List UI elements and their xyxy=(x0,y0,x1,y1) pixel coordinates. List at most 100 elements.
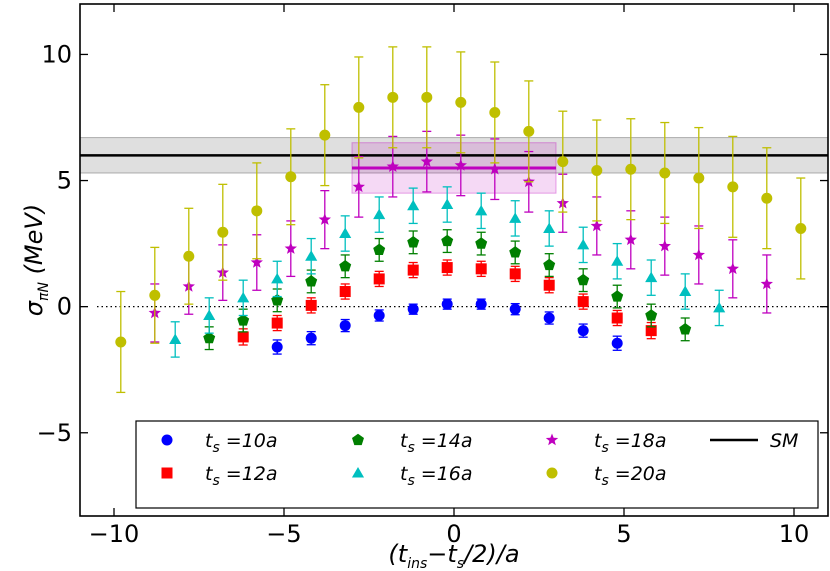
data-point xyxy=(407,303,419,315)
data-point xyxy=(659,167,671,179)
data-point xyxy=(237,291,250,303)
data-point xyxy=(611,337,623,349)
x-axis-label: (tins−ts/2)/a xyxy=(388,540,519,571)
data-point xyxy=(339,260,352,272)
legend-label: ts =16a xyxy=(400,463,473,489)
data-point xyxy=(339,286,351,298)
data-point xyxy=(441,198,454,210)
data-point xyxy=(543,258,556,271)
data-point xyxy=(679,323,692,335)
legend-box xyxy=(135,420,819,509)
data-point xyxy=(577,325,589,337)
y-tick-label: 5 xyxy=(57,167,72,195)
data-point xyxy=(339,227,352,239)
data-point xyxy=(339,320,351,332)
data-point xyxy=(645,325,657,337)
data-point xyxy=(624,233,637,246)
data-point xyxy=(373,243,386,256)
y-axis-label: σπN (MeV) xyxy=(20,204,52,316)
data-point xyxy=(795,222,807,234)
data-point xyxy=(611,255,624,266)
legend-marker xyxy=(352,433,364,446)
data-point xyxy=(611,290,624,302)
data-point xyxy=(305,299,317,311)
data-point xyxy=(475,204,488,216)
x-tick-label: −5 xyxy=(266,520,301,548)
legend-marker xyxy=(546,467,558,479)
data-point xyxy=(305,275,318,287)
data-point xyxy=(420,155,433,167)
axis-labels: (tins−ts/2)/a σπN (MeV) xyxy=(20,204,520,571)
data-point xyxy=(169,333,182,344)
legend-marker xyxy=(161,434,173,446)
data-point xyxy=(441,298,453,310)
data-point xyxy=(373,273,385,285)
data-point xyxy=(693,172,705,184)
data-point xyxy=(577,296,589,308)
data-point xyxy=(373,309,385,321)
x-tick-label: 10 xyxy=(779,520,810,548)
data-point xyxy=(421,91,433,103)
data-point xyxy=(713,301,726,313)
y-tick-label: 0 xyxy=(57,293,72,321)
series-1 xyxy=(271,298,623,355)
data-point xyxy=(611,312,623,324)
data-point xyxy=(386,160,399,172)
data-point xyxy=(237,331,249,343)
legend-label: ts =20a xyxy=(594,463,667,489)
data-point xyxy=(509,246,522,258)
data-point xyxy=(557,156,569,168)
data-point xyxy=(489,106,501,118)
series-6 xyxy=(115,46,807,394)
data-point xyxy=(373,208,386,220)
series-layer xyxy=(115,46,807,394)
data-point xyxy=(488,162,501,175)
data-point xyxy=(727,181,739,193)
y-tick-label: 10 xyxy=(41,40,72,68)
legend-marker xyxy=(161,467,173,479)
legend-label: ts =12a xyxy=(205,463,278,489)
data-point xyxy=(387,91,399,103)
data-point xyxy=(441,262,453,274)
data-point xyxy=(319,129,331,141)
data-point xyxy=(149,289,161,301)
data-point xyxy=(761,192,773,204)
legend-sm-label: SM xyxy=(770,430,798,452)
data-point xyxy=(625,163,637,175)
data-point xyxy=(271,272,284,284)
data-point xyxy=(271,341,283,353)
data-point xyxy=(543,312,555,324)
data-point xyxy=(509,268,521,280)
data-point xyxy=(543,279,555,291)
data-point xyxy=(285,171,297,183)
data-point xyxy=(251,205,263,217)
data-point xyxy=(475,298,487,310)
ticks: −10 −5 0 5 10 −5 0 5 10 xyxy=(37,4,828,548)
data-point xyxy=(475,237,488,249)
series-2 xyxy=(237,259,657,346)
data-point xyxy=(250,256,263,268)
data-point xyxy=(203,309,216,320)
legend-marker xyxy=(545,433,559,446)
data-point xyxy=(509,212,522,223)
data-point xyxy=(591,164,603,176)
x-tick-label: 0 xyxy=(446,520,461,548)
data-point xyxy=(760,277,773,290)
data-point xyxy=(353,101,365,113)
data-point xyxy=(305,250,318,261)
legend: ts =10a ts =14a ts =18a ts =12a ts =16a ts =2… xyxy=(135,420,819,509)
data-point xyxy=(271,317,283,329)
legend-label: ts =14a xyxy=(400,430,473,456)
data-point xyxy=(726,262,739,275)
data-point xyxy=(455,96,467,108)
y-tick-label: −5 xyxy=(37,419,72,447)
data-point xyxy=(284,242,297,254)
data-point xyxy=(115,336,127,348)
x-tick-label: 5 xyxy=(616,520,631,548)
data-point xyxy=(645,309,658,321)
data-point xyxy=(217,226,229,238)
data-point xyxy=(454,158,467,171)
bands xyxy=(79,137,829,194)
data-point xyxy=(692,248,705,261)
data-point xyxy=(590,219,603,232)
